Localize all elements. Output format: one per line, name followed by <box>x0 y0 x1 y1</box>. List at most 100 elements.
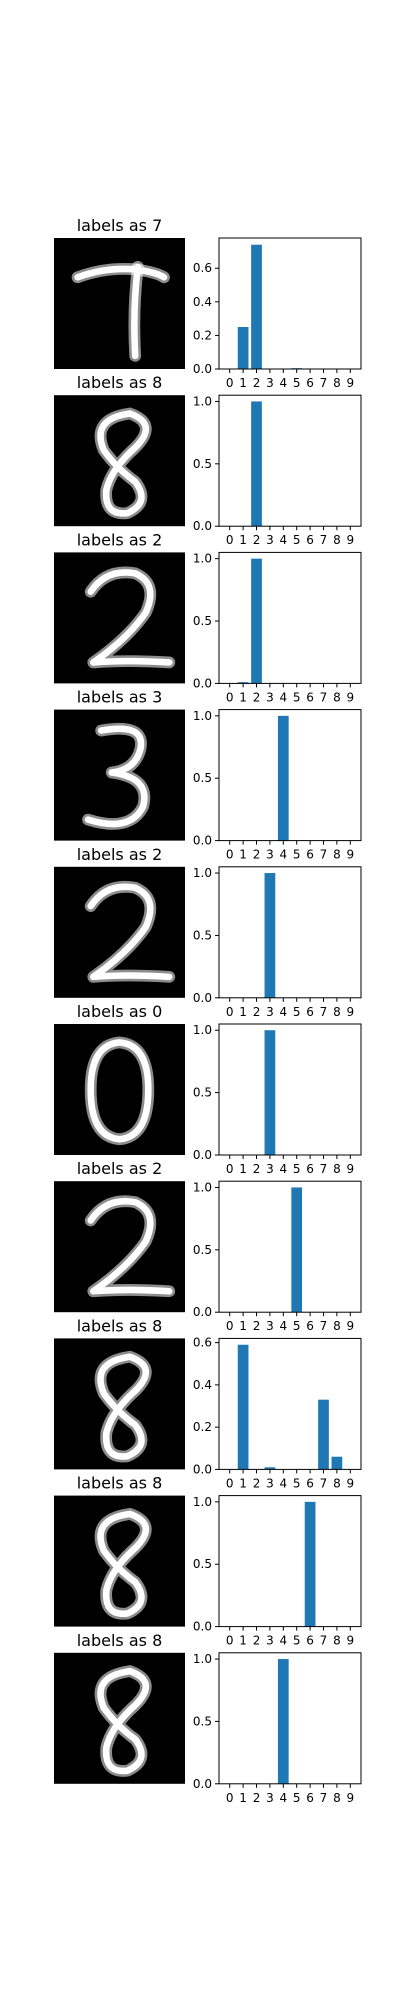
x-tick-label: 1 <box>239 1476 247 1490</box>
x-tick-label: 7 <box>320 690 328 704</box>
x-tick-label: 7 <box>320 1634 328 1648</box>
x-tick-label: 4 <box>279 1005 287 1019</box>
panel-title: labels as 2 <box>77 845 163 864</box>
bar-5 <box>291 1187 303 1313</box>
axes-frame <box>218 1023 362 1156</box>
x-tick-label: 1 <box>239 1319 247 1333</box>
x-tick-label: 4 <box>279 848 287 862</box>
digit-image <box>54 1652 185 1784</box>
x-tick-label: 5 <box>293 1162 301 1176</box>
x-tick-label: 1 <box>239 1634 247 1648</box>
x-tick-label: 3 <box>266 1319 274 1333</box>
x-tick-label: 7 <box>320 1476 328 1490</box>
x-tick-label: 0 <box>226 376 234 390</box>
x-tick-label: 5 <box>293 690 301 704</box>
y-tick-label: 0.0 <box>193 1462 212 1476</box>
bar-2 <box>251 401 262 527</box>
x-tick-label: 1 <box>239 690 247 704</box>
x-tick-label: 2 <box>253 848 261 862</box>
x-tick-label: 8 <box>333 1476 341 1490</box>
x-tick-label: 4 <box>279 690 287 704</box>
x-tick-label: 9 <box>346 533 354 547</box>
x-tick-label: 0 <box>226 1634 234 1648</box>
x-tick-label: 9 <box>346 1319 354 1333</box>
x-tick-label: 4 <box>279 1634 287 1648</box>
x-tick-label: 4 <box>279 533 287 547</box>
axes-frame <box>218 866 362 999</box>
bar-8 <box>331 1456 343 1470</box>
x-tick-label: 8 <box>333 533 341 547</box>
x-tick-label: 8 <box>333 848 341 862</box>
x-tick-label: 4 <box>279 376 287 390</box>
y-tick-label: 0.5 <box>193 771 212 785</box>
bar-1 <box>237 1344 249 1470</box>
x-tick-label: 0 <box>226 1476 234 1490</box>
axes-frame <box>218 394 362 527</box>
x-tick-label: 9 <box>346 1476 354 1490</box>
bar-7 <box>318 1399 329 1470</box>
x-tick-label: 9 <box>346 848 354 862</box>
x-tick-label: 0 <box>226 1005 234 1019</box>
x-tick-label: 6 <box>306 1634 314 1648</box>
y-tick-label: 0.0 <box>193 1305 212 1319</box>
x-tick-label: 2 <box>253 1476 261 1490</box>
y-tick-label: 0.4 <box>193 295 212 309</box>
bar-1 <box>237 327 249 369</box>
x-tick-label: 0 <box>226 533 234 547</box>
x-tick-label: 8 <box>333 1162 341 1176</box>
x-tick-label: 2 <box>253 376 261 390</box>
x-tick-label: 7 <box>320 1319 328 1333</box>
x-tick-label: 5 <box>293 1634 301 1648</box>
panel-title: labels as 3 <box>77 688 163 707</box>
bar-axes: 0.0 0.5 1.0 0 1 2 3 4 5 6 7 8 9 <box>193 866 362 1019</box>
x-tick-label: 9 <box>346 1005 354 1019</box>
bar-4 <box>277 1659 289 1784</box>
x-tick-label: 2 <box>253 1634 261 1648</box>
bar-6 <box>304 1501 316 1627</box>
x-tick-label: 0 <box>226 1162 234 1176</box>
y-tick-label: 0.5 <box>193 457 212 471</box>
x-tick-label: 5 <box>293 1319 301 1333</box>
axes-frame <box>218 1180 362 1313</box>
bar-axes: 0.0 0.5 1.0 0 1 2 3 4 5 6 7 8 9 <box>193 1652 362 1805</box>
digit-image <box>54 1338 185 1470</box>
x-tick-label: 6 <box>306 533 314 547</box>
x-tick-label: 6 <box>306 376 314 390</box>
y-tick-label: 0.0 <box>193 834 212 848</box>
x-tick-label: 9 <box>346 1791 354 1805</box>
x-tick-label: 2 <box>253 1005 261 1019</box>
y-tick-label: 1.0 <box>193 1180 212 1194</box>
axes-frame <box>218 551 362 684</box>
x-tick-label: 8 <box>333 376 341 390</box>
x-tick-label: 4 <box>279 1791 287 1805</box>
y-tick-label: 1.0 <box>193 1023 212 1037</box>
panel-7: labels as 20.00.51.00 1 2 3 4 5 6 7 8 9 <box>54 1159 362 1333</box>
y-tick-label: 1.0 <box>193 1652 212 1666</box>
x-tick-label: 5 <box>293 1005 301 1019</box>
panel-title: labels as 8 <box>77 1631 163 1650</box>
panel-5: labels as 2 0.00.51.00 1 2 3 4 5 6 7 8 9 <box>54 845 362 1019</box>
bar-axes: 0.0 0.5 1.0 0 1 2 3 4 5 6 7 8 9 <box>193 394 362 547</box>
y-tick-label: 0.5 <box>193 614 212 628</box>
panel-title: labels as 2 <box>77 1159 163 1178</box>
bar-3 <box>264 1467 276 1470</box>
x-tick-label: 0 <box>226 1791 234 1805</box>
x-tick-label: 3 <box>266 848 274 862</box>
y-tick-label: 0.0 <box>193 1620 212 1634</box>
x-tick-label: 9 <box>346 1162 354 1176</box>
y-tick-label: 0.6 <box>193 1336 212 1350</box>
x-tick-label: 3 <box>266 690 274 704</box>
y-tick-label: 0.5 <box>193 1243 212 1257</box>
x-tick-label: 2 <box>253 690 261 704</box>
x-tick-label: 2 <box>253 533 261 547</box>
bar-1 <box>237 682 249 684</box>
x-tick-label: 7 <box>320 1162 328 1176</box>
panel-title: labels as 2 <box>77 530 163 549</box>
x-tick-label: 4 <box>279 1162 287 1176</box>
x-tick-label: 8 <box>333 690 341 704</box>
x-tick-label: 6 <box>306 1162 314 1176</box>
y-tick-label: 0.5 <box>193 1086 212 1100</box>
x-tick-label: 0 <box>226 848 234 862</box>
digit-image <box>54 1024 185 1155</box>
